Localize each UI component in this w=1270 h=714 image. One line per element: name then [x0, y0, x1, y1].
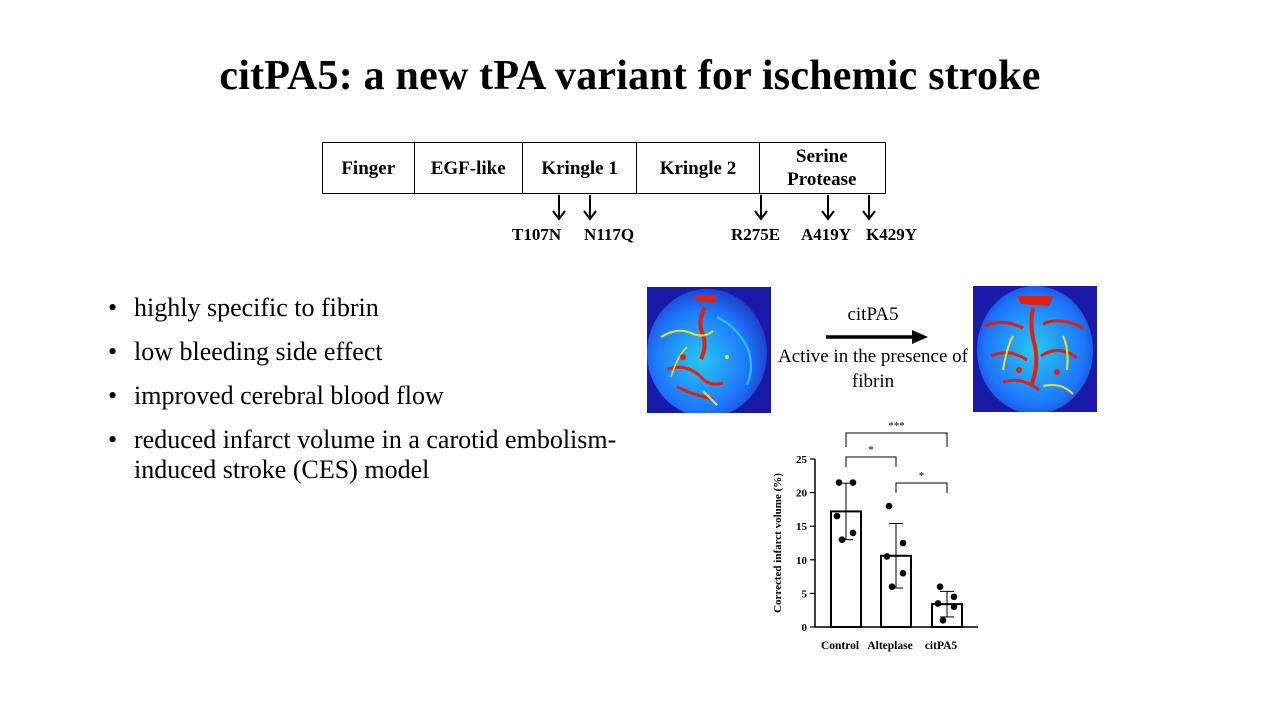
significance-bracket	[895, 482, 948, 493]
y-tick-label: 20	[796, 488, 808, 500]
y-axis-label: Corrected infarct volume (%)	[772, 473, 784, 613]
y-tick-label: 5	[802, 588, 808, 600]
significance-bracket	[845, 432, 948, 447]
tpa-domain-diagram: Finger EGF-like Kringle 1 Kringle 2 Serine P…	[322, 142, 886, 194]
data-point	[899, 569, 907, 577]
domain-serine-protease: Serine Protease	[787, 146, 857, 190]
mutation-arrow-t107n	[552, 195, 566, 221]
angiogram-before-image	[647, 287, 771, 413]
mutation-arrow-n117q	[583, 195, 597, 221]
mutation-arrow-k429y	[862, 195, 876, 221]
y-tick-label: 10	[796, 555, 808, 567]
data-point	[936, 583, 944, 590]
data-point	[950, 593, 958, 601]
data-point	[849, 529, 857, 537]
y-tick-label: 25	[796, 454, 808, 466]
data-point	[950, 603, 958, 611]
mutation-label-k429y: K429Y	[866, 225, 917, 244]
data-point	[899, 539, 907, 547]
process-condition-label: Active in the presence of fibrin	[778, 346, 968, 392]
mutation-label-n117q: N117Q	[584, 225, 635, 244]
mutation-arrow-r275e	[754, 195, 768, 221]
bullet-fibrin-specific: highly specific to fibrin	[108, 293, 628, 323]
mutation-label-a419y: A419Y	[801, 225, 852, 244]
data-point	[885, 502, 893, 510]
bullet-low-bleeding: low bleeding side effect	[108, 337, 628, 367]
x-tick-label: Alteplase	[867, 640, 912, 652]
domain-kringle-2: Kringle 2	[637, 143, 760, 193]
slide-title: citPA5: a new tPA variant for ischemic s…	[219, 53, 1041, 99]
mutation-arrow-a419y	[821, 195, 835, 221]
domain-kringle-1: Kringle 1	[523, 143, 638, 193]
mutation-label-r275e: R275E	[731, 225, 781, 244]
data-point	[835, 479, 843, 486]
significance-bracket	[845, 456, 897, 467]
bullet-blood-flow: improved cerebral blood flow	[108, 381, 628, 411]
feature-bullets: highly specific to fibrin low bleeding s…	[108, 293, 628, 499]
significance-label: *	[919, 470, 925, 482]
process-arrow-icon	[826, 330, 928, 344]
data-point	[849, 479, 857, 486]
domain-finger: Finger	[323, 143, 415, 193]
data-point	[939, 616, 947, 624]
data-point	[934, 600, 942, 607]
process-arrow-label: citPA5	[847, 304, 899, 325]
data-point	[833, 512, 841, 520]
y-tick-label: 0	[802, 622, 808, 634]
bullet-infarct-volume: reduced infarct volume in a carotid embo…	[108, 425, 628, 485]
data-point	[888, 583, 896, 590]
infarct-volume-chart: 0 5 10 15 20 25 Corrected infarct volume (%) Co…	[772, 420, 978, 652]
domain-egf-like: EGF-like	[415, 143, 523, 193]
angiogram-after-image	[973, 286, 1097, 412]
x-tick-label: citPA5	[925, 640, 958, 652]
significance-label: *	[868, 444, 874, 456]
x-tick-label: Control	[821, 640, 859, 652]
significance-label: ***	[888, 420, 905, 432]
mutation-label-t107n: T107N	[512, 225, 562, 244]
data-point	[838, 536, 846, 543]
y-tick-label: 15	[796, 521, 808, 533]
process-annotation: citPA5 Active in the presence of fibrin	[776, 304, 970, 394]
data-point	[883, 553, 891, 560]
